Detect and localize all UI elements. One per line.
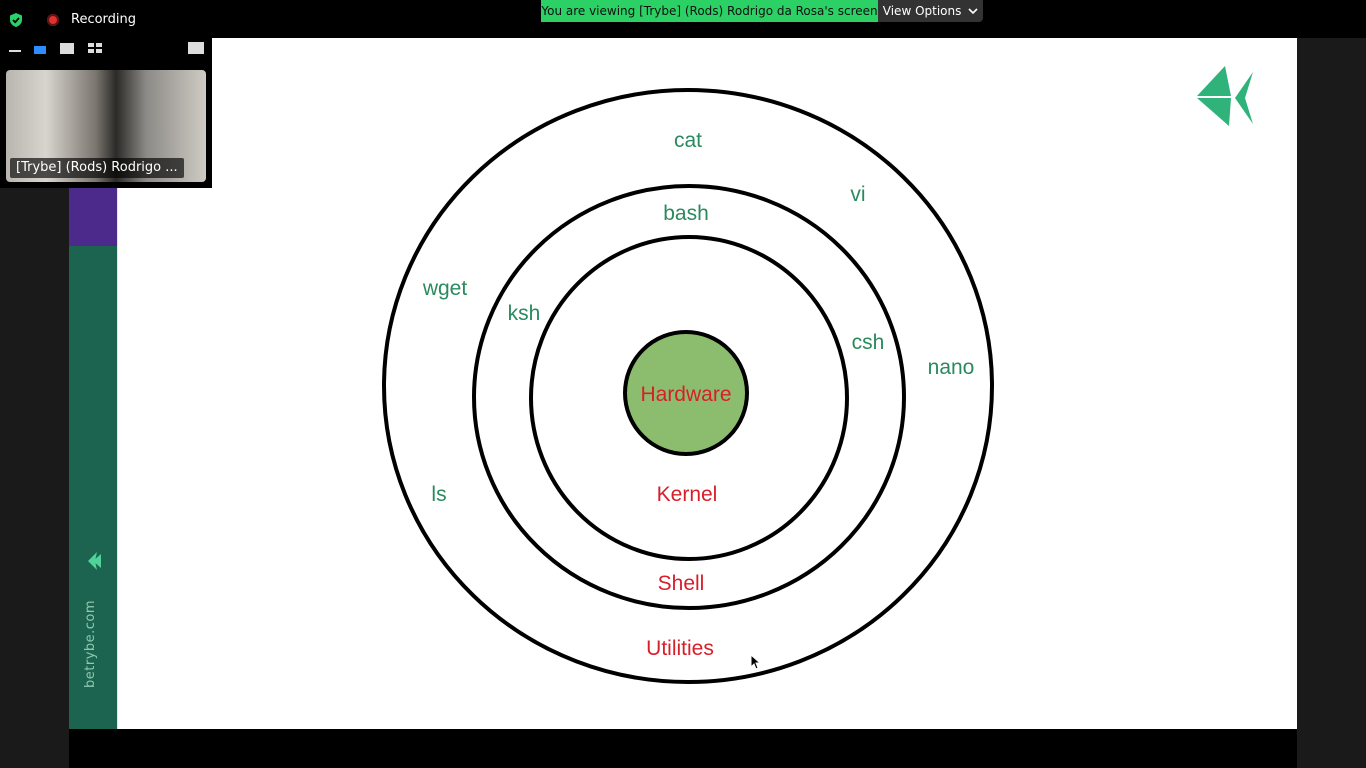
trybe-logo-icon <box>1197 66 1253 126</box>
chevron-down-icon <box>968 8 978 15</box>
gallery-view-icon[interactable] <box>60 43 74 54</box>
viewing-screen-banner: You are viewing [Trybe] (Rods) Rodrigo d… <box>541 0 878 22</box>
speaker-view-icon[interactable] <box>34 46 46 54</box>
label-hardware: Hardware <box>640 383 731 406</box>
kernel-ring <box>529 235 849 561</box>
label-csh: csh <box>852 331 885 354</box>
unix-layers-diagram: cat vi bash wget ksh csh nano Hardware l… <box>382 88 994 684</box>
label-utilities: Utilities <box>646 637 714 660</box>
meeting-top-bar: Recording You are viewing [Trybe] (Rods)… <box>0 0 1366 38</box>
shield-icon[interactable] <box>8 12 24 28</box>
grid-view-icon[interactable] <box>88 43 103 54</box>
slide-divider <box>117 38 118 729</box>
label-ls: ls <box>431 483 446 506</box>
right-background <box>1297 38 1366 768</box>
view-options-label: View Options <box>882 4 962 18</box>
label-wget: wget <box>422 277 468 300</box>
label-shell: Shell <box>658 572 705 595</box>
slide-sidebar-accent <box>69 188 117 246</box>
utilities-ring <box>382 88 994 684</box>
record-icon[interactable] <box>47 14 59 26</box>
shared-screen-slide: betrybe.com cat vi bash wget ksh csh nan… <box>69 38 1297 729</box>
bottom-background <box>69 729 1297 768</box>
expand-icon[interactable] <box>188 42 204 54</box>
participant-thumbnail-panel: [Trybe] (Rods) Rodrigo ... <box>0 38 212 188</box>
label-cat: cat <box>674 129 702 152</box>
mouse-cursor-icon <box>750 654 760 670</box>
participant-name: [Trybe] (Rods) Rodrigo ... <box>10 158 184 178</box>
label-kernel: Kernel <box>657 483 718 506</box>
hardware-core <box>623 330 749 456</box>
label-nano: nano <box>928 356 975 379</box>
view-options-button[interactable]: View Options <box>878 0 983 22</box>
label-ksh: ksh <box>508 302 541 325</box>
participant-video-tile[interactable]: [Trybe] (Rods) Rodrigo ... <box>6 70 206 182</box>
shell-ring <box>472 184 906 610</box>
trybe-logo-icon <box>88 552 101 570</box>
label-vi: vi <box>850 183 865 206</box>
minimize-icon[interactable] <box>9 50 21 52</box>
label-bash: bash <box>663 202 709 225</box>
recording-label: Recording <box>71 12 137 27</box>
